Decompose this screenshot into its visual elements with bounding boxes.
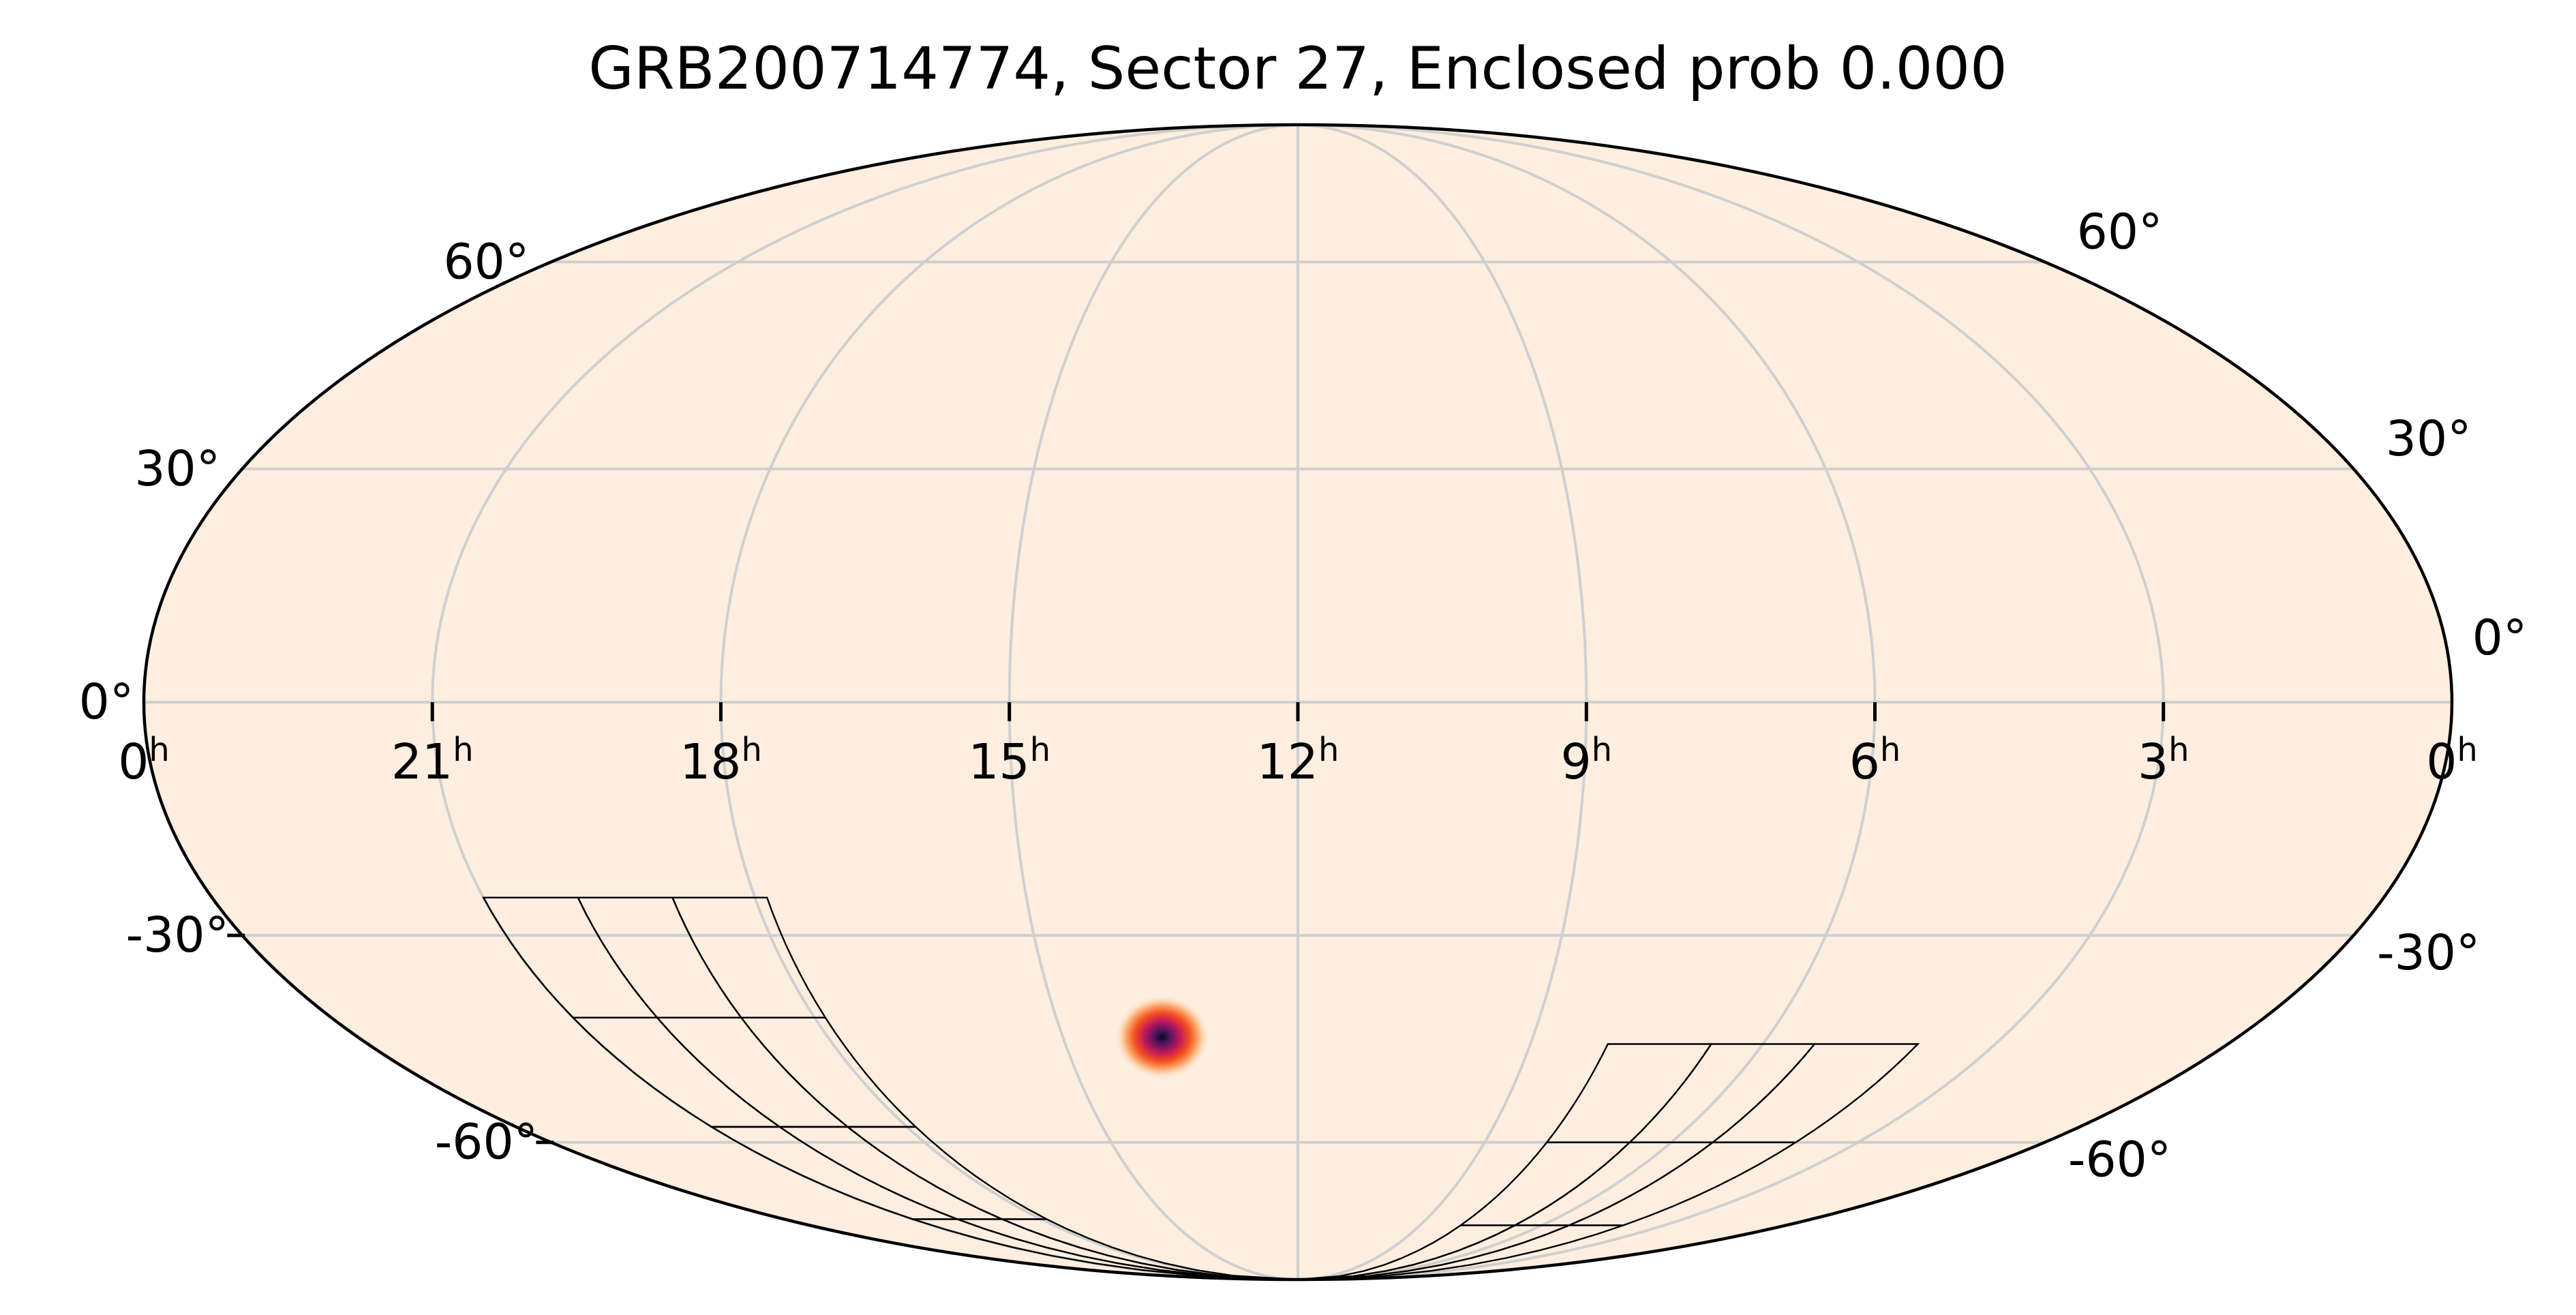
chart-title: GRB200714774, Sector 27, Enclosed prob 0… [588, 35, 2007, 103]
dec-tick-left-2: 0° [79, 674, 134, 730]
dec-tick-right-2: 0° [2472, 609, 2528, 666]
dec-tick-labels-left: 60° 30° 0° -30° -60° [79, 233, 538, 1170]
dec-tick-right-1: 30° [2386, 410, 2472, 467]
tess-footprint-right-tile-2-2 [1545, 1043, 1713, 1143]
probability-layer [1114, 995, 1210, 1080]
dec-tick-left-0: 60° [443, 233, 529, 290]
dec-tick-left-4: -60° [435, 1114, 538, 1170]
sky-frame [142, 123, 2454, 1282]
probability-peak [1114, 995, 1210, 1080]
dec-tick-labels-right: 60° 30° 0° -30° -60° [2068, 203, 2527, 1188]
ra-tick-label-3: 15h [968, 731, 1050, 790]
dec-tick-left-3: -30° [126, 907, 229, 963]
dec-tick-right-0: 60° [2077, 203, 2163, 260]
dec-tick-right-3: -30° [2377, 924, 2480, 981]
coverage-footprints [482, 896, 1920, 1280]
tick-marks [227, 702, 2166, 1145]
tess-footprint-left-tile-2-3 [482, 896, 659, 1018]
dec-tick-left-1: 30° [134, 440, 220, 497]
ra-tick-label-8: 0h [2426, 731, 2478, 790]
dec-tick-right-4: -60° [2068, 1132, 2171, 1188]
ra-tick-labels: 0h 21h 18h 15h 12h 9h 6h 3h 0h [118, 731, 2478, 790]
